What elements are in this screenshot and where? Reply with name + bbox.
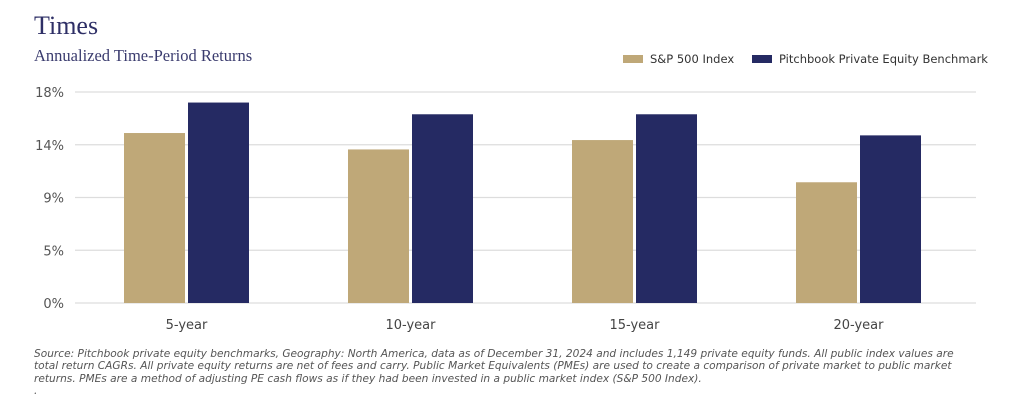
footnote-line: returns. PMEs are a method of adjusting …	[34, 372, 702, 385]
y-tick-label: 5%	[43, 244, 64, 259]
x-tick-label: 5-year	[166, 318, 208, 333]
bar-sp500	[348, 149, 409, 303]
bar-pitchbook	[412, 114, 473, 304]
footnote-line: total return CAGRs. All private equity r…	[34, 360, 952, 373]
bar-chart: 0% 5% 9% 14% 18% 5-year 10-year 15-year 20-year	[35, 86, 976, 333]
legend-swatch-pitchbook	[752, 55, 772, 63]
chart-title: Times	[34, 11, 99, 40]
bar-sp500	[124, 133, 185, 303]
bar-sp500	[796, 182, 857, 303]
y-axis-ticks: 0% 5% 9% 14% 18%	[35, 86, 64, 312]
bar-sp500	[572, 140, 633, 303]
footnote-line: Source: Pitchbook private equity benchma…	[34, 348, 954, 360]
bar-pitchbook	[636, 114, 697, 304]
legend-item-sp500: S&P 500 Index	[623, 52, 734, 66]
y-tick-label: 9%	[43, 192, 64, 207]
x-tick-label: 10-year	[385, 318, 436, 333]
x-tick-label: 20-year	[833, 318, 884, 333]
legend-item-pitchbook: Pitchbook Private Equity Benchmark	[752, 52, 988, 66]
legend-swatch-sp500	[623, 55, 643, 63]
x-tick-label: 15-year	[609, 318, 660, 333]
bar-pitchbook	[860, 135, 921, 303]
y-tick-label: 14%	[35, 139, 64, 154]
x-axis-labels: 5-year 10-year 15-year 20-year	[166, 318, 885, 333]
chart-subtitle: Annualized Time-Period Returns	[34, 46, 253, 65]
footnote-line: .	[34, 384, 38, 397]
bars	[124, 102, 921, 304]
bar-pitchbook	[188, 102, 249, 303]
y-tick-label: 18%	[35, 86, 64, 101]
source-footnote: Source: Pitchbook private equity benchma…	[34, 348, 994, 397]
y-tick-label: 0%	[43, 297, 64, 312]
legend-label-sp500: S&P 500 Index	[650, 52, 735, 66]
legend-label-pitchbook: Pitchbook Private Equity Benchmark	[779, 52, 988, 66]
